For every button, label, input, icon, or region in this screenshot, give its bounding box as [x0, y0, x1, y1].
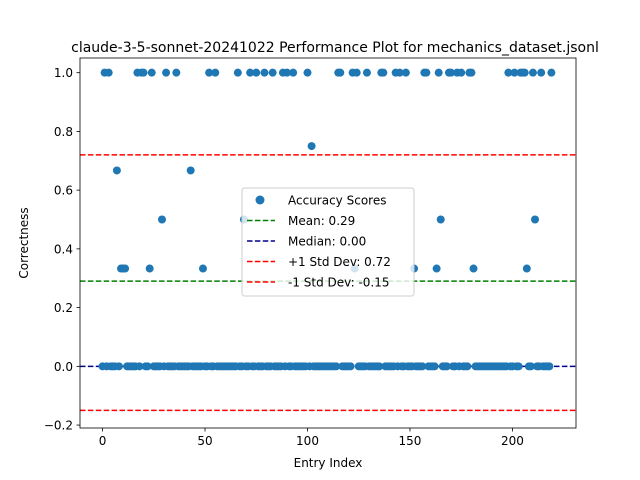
data-point [467, 68, 476, 77]
legend-box [241, 187, 415, 297]
data-point [430, 362, 439, 371]
legend: Accuracy Scores Mean: 0.29 Median: 0.00 +1 … [241, 187, 415, 297]
data-point [336, 68, 345, 77]
data-point [283, 68, 292, 77]
data-point [422, 68, 431, 77]
y-tick-label: −0.2 [44, 419, 73, 433]
data-point [289, 68, 298, 77]
data-point [514, 362, 523, 371]
data-point [252, 68, 261, 77]
data-point [114, 362, 123, 371]
data-point [510, 68, 519, 77]
data-point [233, 68, 242, 77]
data-point [332, 362, 341, 371]
data-point [446, 68, 455, 77]
y-tick-label: 0.4 [54, 242, 73, 256]
data-point [526, 362, 535, 371]
data-point [469, 264, 478, 273]
data-point [268, 68, 277, 77]
data-point [147, 68, 156, 77]
data-point [172, 68, 181, 77]
data-point [162, 68, 171, 77]
legend-marker [255, 195, 265, 205]
x-tick-label: 200 [501, 434, 524, 448]
data-point [145, 264, 154, 273]
data-point [379, 68, 388, 77]
data-point [211, 68, 220, 77]
y-axis-label: Correctness [17, 207, 31, 278]
y-tick-label: 0.2 [54, 301, 73, 315]
data-point [139, 68, 148, 77]
x-tick-label: 150 [399, 434, 422, 448]
legend-label: Accuracy Scores [288, 194, 386, 208]
legend-label: Mean: 0.29 [288, 214, 355, 228]
data-point [260, 68, 269, 77]
y-tick-label: 0.0 [54, 360, 73, 374]
data-point [434, 68, 443, 77]
x-axis-ticks: 0 50 100 150 200 [99, 428, 524, 448]
data-point [531, 215, 540, 224]
y-tick-label: 0.6 [54, 184, 73, 198]
data-point [186, 166, 195, 175]
data-point [375, 362, 384, 371]
data-point [205, 68, 214, 77]
data-point [418, 362, 427, 371]
data-point [504, 68, 513, 77]
data-point [143, 362, 152, 371]
legend-label: +1 Std Dev: 0.72 [288, 255, 391, 269]
y-axis-ticks: −0.2 0.0 0.2 0.4 0.6 0.8 1.0 [44, 66, 80, 433]
plot-frame [79, 57, 577, 429]
data-point [352, 68, 361, 77]
data-point [432, 264, 441, 273]
data-point [104, 68, 113, 77]
x-tick-label: 0 [99, 434, 107, 448]
data-point [198, 264, 207, 273]
chart-title: claude-3-5-sonnet-20241022 Performance P… [71, 40, 599, 56]
x-tick-label: 100 [296, 434, 319, 448]
data-point [246, 68, 255, 77]
data-point [157, 215, 166, 224]
data-point [135, 362, 144, 371]
data-point [463, 362, 472, 371]
data-point [545, 362, 554, 371]
data-point [442, 362, 451, 371]
data-point [537, 68, 546, 77]
y-tick-label: 1.0 [54, 66, 73, 80]
legend-label: Median: 0.00 [288, 235, 366, 249]
y-tick-label: 0.8 [54, 125, 73, 139]
data-point [395, 68, 404, 77]
data-point [303, 68, 312, 77]
x-tick-label: 50 [197, 434, 212, 448]
x-axis-label: Entry Index [294, 456, 363, 470]
data-point [522, 264, 531, 273]
data-point [401, 68, 410, 77]
data-point [307, 142, 316, 151]
data-point [528, 68, 537, 77]
data-point [520, 68, 529, 77]
data-point [112, 166, 121, 175]
data-point [547, 68, 556, 77]
data-point [121, 264, 130, 273]
legend-label: -1 Std Dev: -0.15 [288, 276, 390, 290]
data-point [362, 68, 371, 77]
data-point [436, 215, 445, 224]
data-point [346, 362, 355, 371]
data-point [457, 68, 466, 77]
